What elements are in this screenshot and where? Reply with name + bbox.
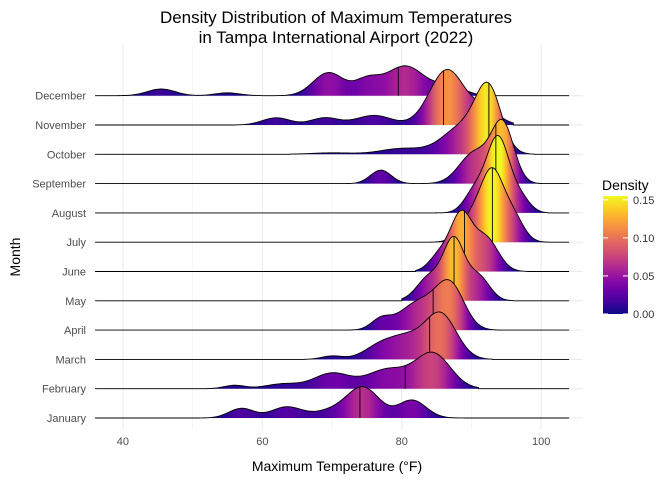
ridges bbox=[95, 65, 570, 419]
y-axis-title: Month bbox=[7, 238, 23, 277]
ridge-fill-december bbox=[102, 65, 493, 96]
ridge-fill-october bbox=[290, 82, 535, 155]
ridge-fill-may bbox=[401, 236, 514, 301]
x-tick-label: 80 bbox=[396, 436, 408, 448]
legend-tick-label: 0.15 bbox=[633, 195, 654, 207]
legend-tick-label: 0.10 bbox=[633, 233, 654, 245]
y-tick-label-september: September bbox=[32, 179, 86, 191]
legend-colorbar bbox=[603, 196, 628, 314]
x-tick-label: 100 bbox=[532, 436, 550, 448]
legend-title: Density bbox=[602, 177, 649, 193]
ridge-fill-march bbox=[304, 311, 493, 360]
ridge-outline-august bbox=[95, 135, 570, 214]
y-tick-label-june: June bbox=[62, 267, 86, 279]
legend: Density 0.15 0.10 0.05 0.00 bbox=[602, 177, 654, 321]
y-tick-label-march: March bbox=[55, 354, 86, 366]
ridge-outline-may bbox=[95, 235, 570, 302]
y-tick-label-april: April bbox=[64, 325, 86, 337]
chart-title-line-2: in Tampa International Airport (2022) bbox=[199, 28, 474, 47]
x-axis-title: Maximum Temperature (°F) bbox=[252, 458, 422, 474]
legend-ticks: 0.15 0.10 0.05 0.00 bbox=[603, 195, 654, 321]
x-tick-label: 40 bbox=[117, 436, 129, 448]
ridge-outline-october bbox=[95, 81, 570, 155]
ridge-fill-january bbox=[199, 386, 472, 418]
y-axis-ticks: January February March April May June July Augu… bbox=[32, 91, 86, 425]
ridge-february bbox=[95, 351, 570, 390]
x-tick-label: 60 bbox=[256, 436, 268, 448]
ridge-outline-november bbox=[95, 69, 570, 126]
y-tick-label-january: January bbox=[47, 413, 87, 425]
y-tick-label-may: May bbox=[65, 296, 86, 308]
ridge-outline-july bbox=[95, 167, 570, 243]
ridge-outline-september bbox=[95, 118, 570, 185]
ridge-outline-december bbox=[95, 65, 570, 97]
ridge-fill-july bbox=[422, 167, 549, 243]
ridge-outline-march bbox=[95, 311, 570, 360]
ridge-outline-june bbox=[95, 209, 570, 272]
ridge-outline-january bbox=[95, 386, 570, 419]
ridge-outline-april bbox=[95, 279, 570, 331]
y-tick-label-november: November bbox=[35, 120, 86, 132]
y-tick-label-october: October bbox=[47, 149, 86, 161]
y-tick-label-february: February bbox=[42, 384, 87, 396]
ridge-fill-february bbox=[206, 352, 479, 389]
y-tick-label-july: July bbox=[66, 237, 86, 249]
ridge-december bbox=[95, 65, 570, 97]
x-axis-ticks: 40 60 80 100 bbox=[117, 436, 551, 448]
ridge-outline-february bbox=[95, 351, 570, 390]
ridge-july bbox=[95, 167, 570, 243]
y-tick-label-december: December bbox=[35, 91, 86, 103]
ridge-november bbox=[95, 69, 570, 126]
legend-tick-label: 0.00 bbox=[633, 309, 654, 321]
ridge-january bbox=[95, 386, 570, 419]
y-tick-label-august: August bbox=[52, 208, 86, 220]
chart-title-line-1: Density Distribution of Maximum Temperat… bbox=[160, 8, 512, 27]
legend-tick-label: 0.05 bbox=[633, 271, 654, 283]
